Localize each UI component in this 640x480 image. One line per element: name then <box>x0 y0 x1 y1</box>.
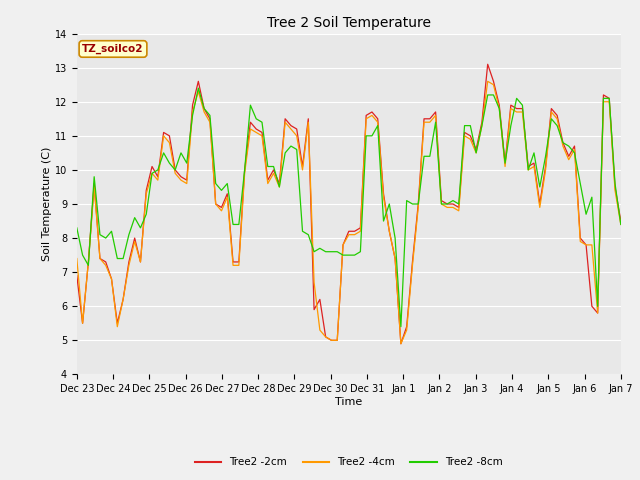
Tree2 -4cm <box>478 123 486 129</box>
Tree2 -2cm <box>490 78 497 84</box>
Tree2 -2cm <box>96 256 104 262</box>
Legend: Tree2 -2cm, Tree2 -4cm, Tree2 -8cm: Tree2 -2cm, Tree2 -4cm, Tree2 -8cm <box>191 453 507 471</box>
Tree2 -8cm <box>455 201 463 207</box>
Tree2 -8cm <box>617 222 625 228</box>
Tree2 -4cm <box>490 82 497 87</box>
Tree2 -4cm <box>484 78 492 84</box>
Title: Tree 2 Soil Temperature: Tree 2 Soil Temperature <box>267 16 431 30</box>
Tree2 -2cm <box>484 61 492 67</box>
Tree2 -8cm <box>195 85 202 91</box>
X-axis label: Time: Time <box>335 397 362 407</box>
Tree2 -4cm <box>617 222 625 228</box>
Tree2 -8cm <box>467 123 474 129</box>
Tree2 -2cm <box>478 120 486 125</box>
Line: Tree2 -4cm: Tree2 -4cm <box>77 81 621 344</box>
Tree2 -4cm <box>96 256 104 262</box>
Text: TZ_soilco2: TZ_soilco2 <box>82 44 144 54</box>
Tree2 -2cm <box>617 218 625 224</box>
Tree2 -2cm <box>461 130 468 135</box>
Tree2 -2cm <box>397 341 404 347</box>
Tree2 -2cm <box>73 273 81 278</box>
Tree2 -4cm <box>461 133 468 139</box>
Tree2 -8cm <box>73 225 81 231</box>
Tree2 -8cm <box>490 92 497 98</box>
Tree2 -4cm <box>172 170 179 176</box>
Tree2 -4cm <box>73 256 81 262</box>
Tree2 -8cm <box>172 167 179 173</box>
Tree2 -2cm <box>172 167 179 173</box>
Tree2 -8cm <box>484 92 492 98</box>
Tree2 -4cm <box>449 204 457 210</box>
Line: Tree2 -2cm: Tree2 -2cm <box>77 64 621 344</box>
Line: Tree2 -8cm: Tree2 -8cm <box>77 88 621 327</box>
Tree2 -8cm <box>96 232 104 238</box>
Tree2 -4cm <box>397 341 404 347</box>
Tree2 -8cm <box>397 324 404 330</box>
Tree2 -2cm <box>449 201 457 207</box>
Y-axis label: Soil Temperature (C): Soil Temperature (C) <box>42 147 52 261</box>
